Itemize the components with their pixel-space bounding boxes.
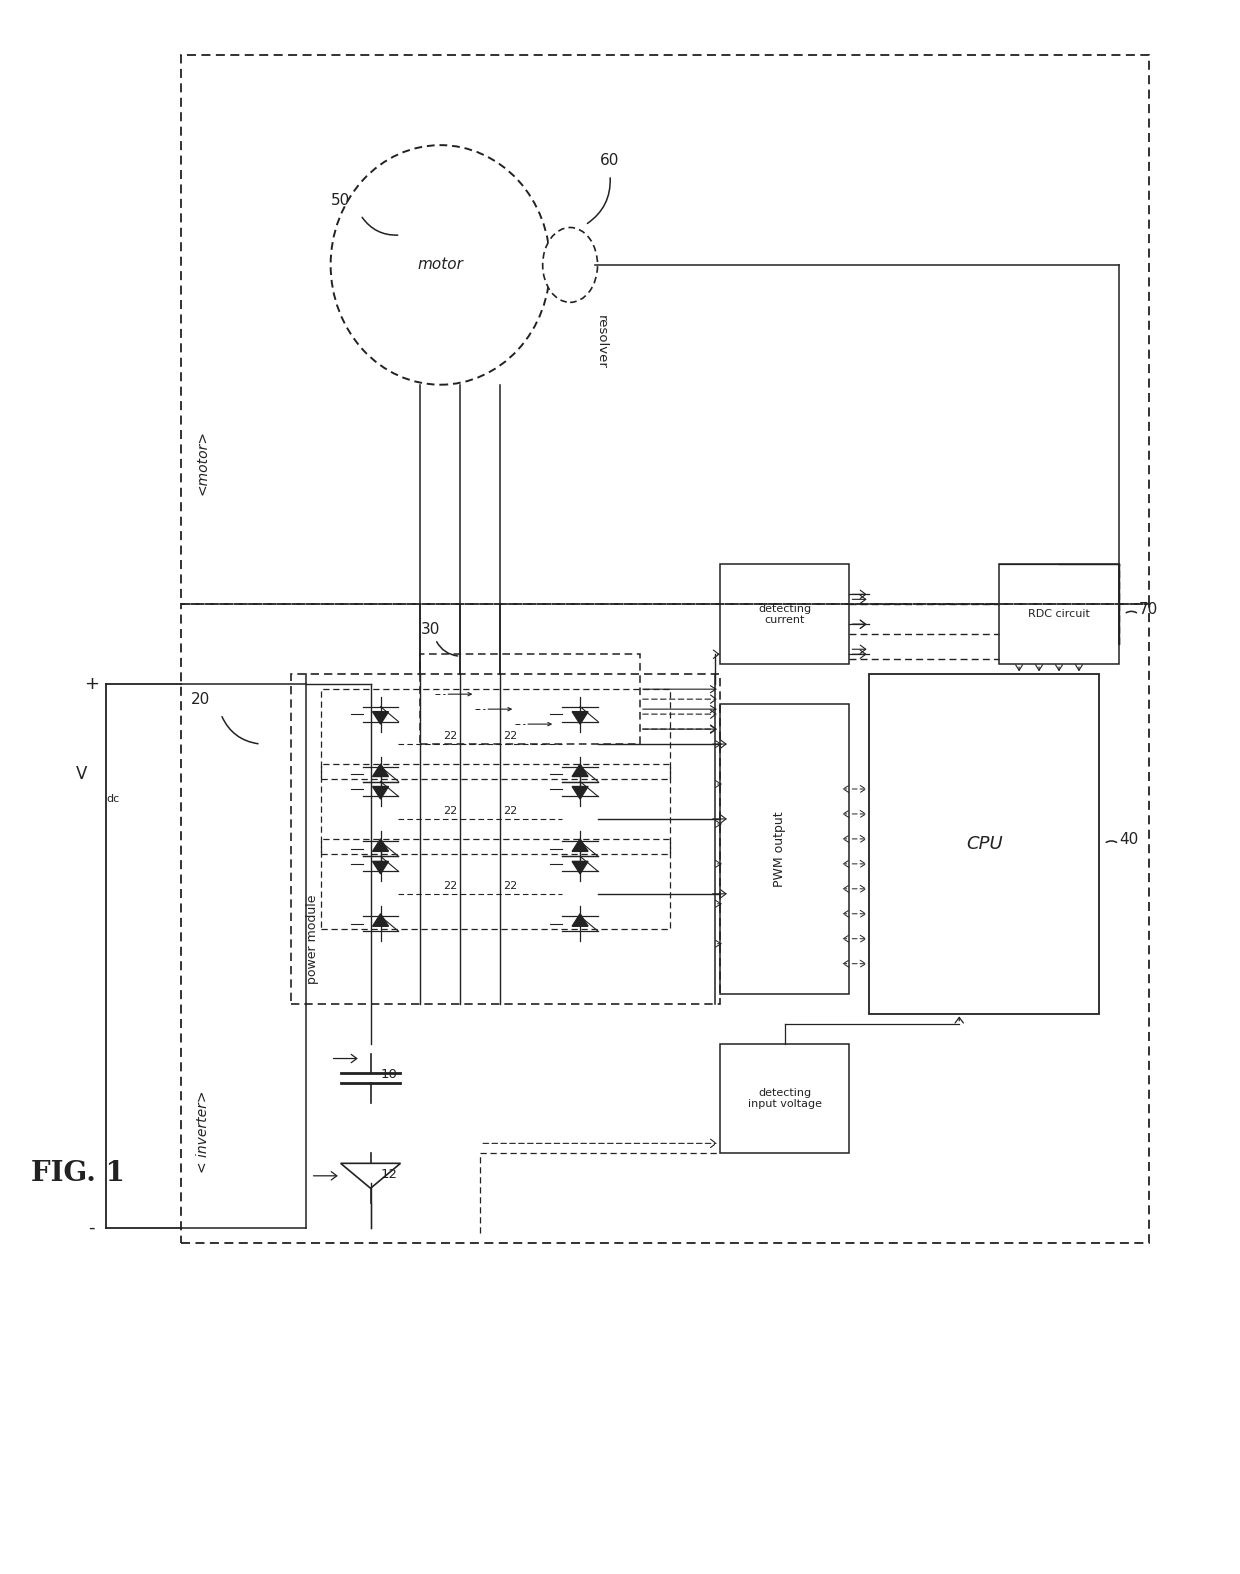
Polygon shape bbox=[572, 839, 588, 852]
Bar bbox=[719, 704, 849, 993]
Bar bbox=[181, 55, 1148, 604]
Text: 22: 22 bbox=[443, 730, 458, 741]
Text: 22: 22 bbox=[503, 806, 517, 815]
Text: 70: 70 bbox=[1138, 603, 1158, 617]
Text: power module: power module bbox=[306, 894, 319, 984]
Bar bbox=[321, 839, 670, 929]
Bar bbox=[869, 674, 1099, 1014]
Text: -: - bbox=[88, 1220, 94, 1237]
Text: 22: 22 bbox=[443, 806, 458, 815]
Polygon shape bbox=[372, 763, 388, 776]
FancyArrowPatch shape bbox=[222, 716, 258, 745]
Text: 60: 60 bbox=[600, 153, 620, 168]
FancyArrowPatch shape bbox=[588, 178, 610, 224]
Bar bbox=[719, 1044, 849, 1154]
Text: 10: 10 bbox=[381, 1069, 397, 1081]
Text: detecting
input voltage: detecting input voltage bbox=[748, 1088, 822, 1110]
Text: < inverter>: < inverter> bbox=[196, 1091, 210, 1173]
Polygon shape bbox=[372, 861, 388, 874]
Bar bbox=[719, 565, 849, 664]
Text: 22: 22 bbox=[443, 881, 458, 891]
Polygon shape bbox=[572, 914, 588, 926]
Polygon shape bbox=[372, 711, 388, 724]
FancyArrowPatch shape bbox=[436, 642, 458, 656]
Text: <motor>: <motor> bbox=[196, 430, 210, 494]
Text: FIG. 1: FIG. 1 bbox=[31, 1160, 125, 1187]
Text: dc: dc bbox=[107, 793, 119, 804]
FancyArrowPatch shape bbox=[362, 217, 398, 235]
Text: 50: 50 bbox=[331, 194, 350, 208]
Text: 20: 20 bbox=[191, 693, 211, 707]
Text: 22: 22 bbox=[503, 881, 517, 891]
Text: 30: 30 bbox=[420, 622, 440, 637]
Text: motor: motor bbox=[418, 258, 464, 272]
Ellipse shape bbox=[543, 228, 598, 302]
Text: resolver: resolver bbox=[595, 315, 608, 368]
Text: 40: 40 bbox=[1118, 833, 1138, 847]
Text: PWM output: PWM output bbox=[774, 811, 786, 886]
Ellipse shape bbox=[331, 145, 551, 384]
Polygon shape bbox=[572, 711, 588, 724]
Text: +: + bbox=[83, 675, 99, 693]
Polygon shape bbox=[372, 914, 388, 926]
Bar bbox=[420, 655, 640, 745]
Text: 22: 22 bbox=[503, 730, 517, 741]
Polygon shape bbox=[372, 787, 388, 800]
Bar bbox=[999, 565, 1118, 664]
Text: RDC circuit: RDC circuit bbox=[1028, 609, 1090, 619]
Text: CPU: CPU bbox=[966, 834, 1002, 853]
Bar bbox=[290, 674, 719, 1004]
Bar bbox=[321, 689, 670, 779]
Polygon shape bbox=[572, 787, 588, 800]
Text: detecting
current: detecting current bbox=[758, 603, 811, 625]
Polygon shape bbox=[372, 839, 388, 852]
Bar bbox=[321, 763, 670, 853]
Text: 12: 12 bbox=[381, 1168, 398, 1182]
Bar bbox=[181, 604, 1148, 1243]
Polygon shape bbox=[572, 861, 588, 874]
Polygon shape bbox=[572, 763, 588, 776]
Text: V: V bbox=[76, 765, 87, 782]
